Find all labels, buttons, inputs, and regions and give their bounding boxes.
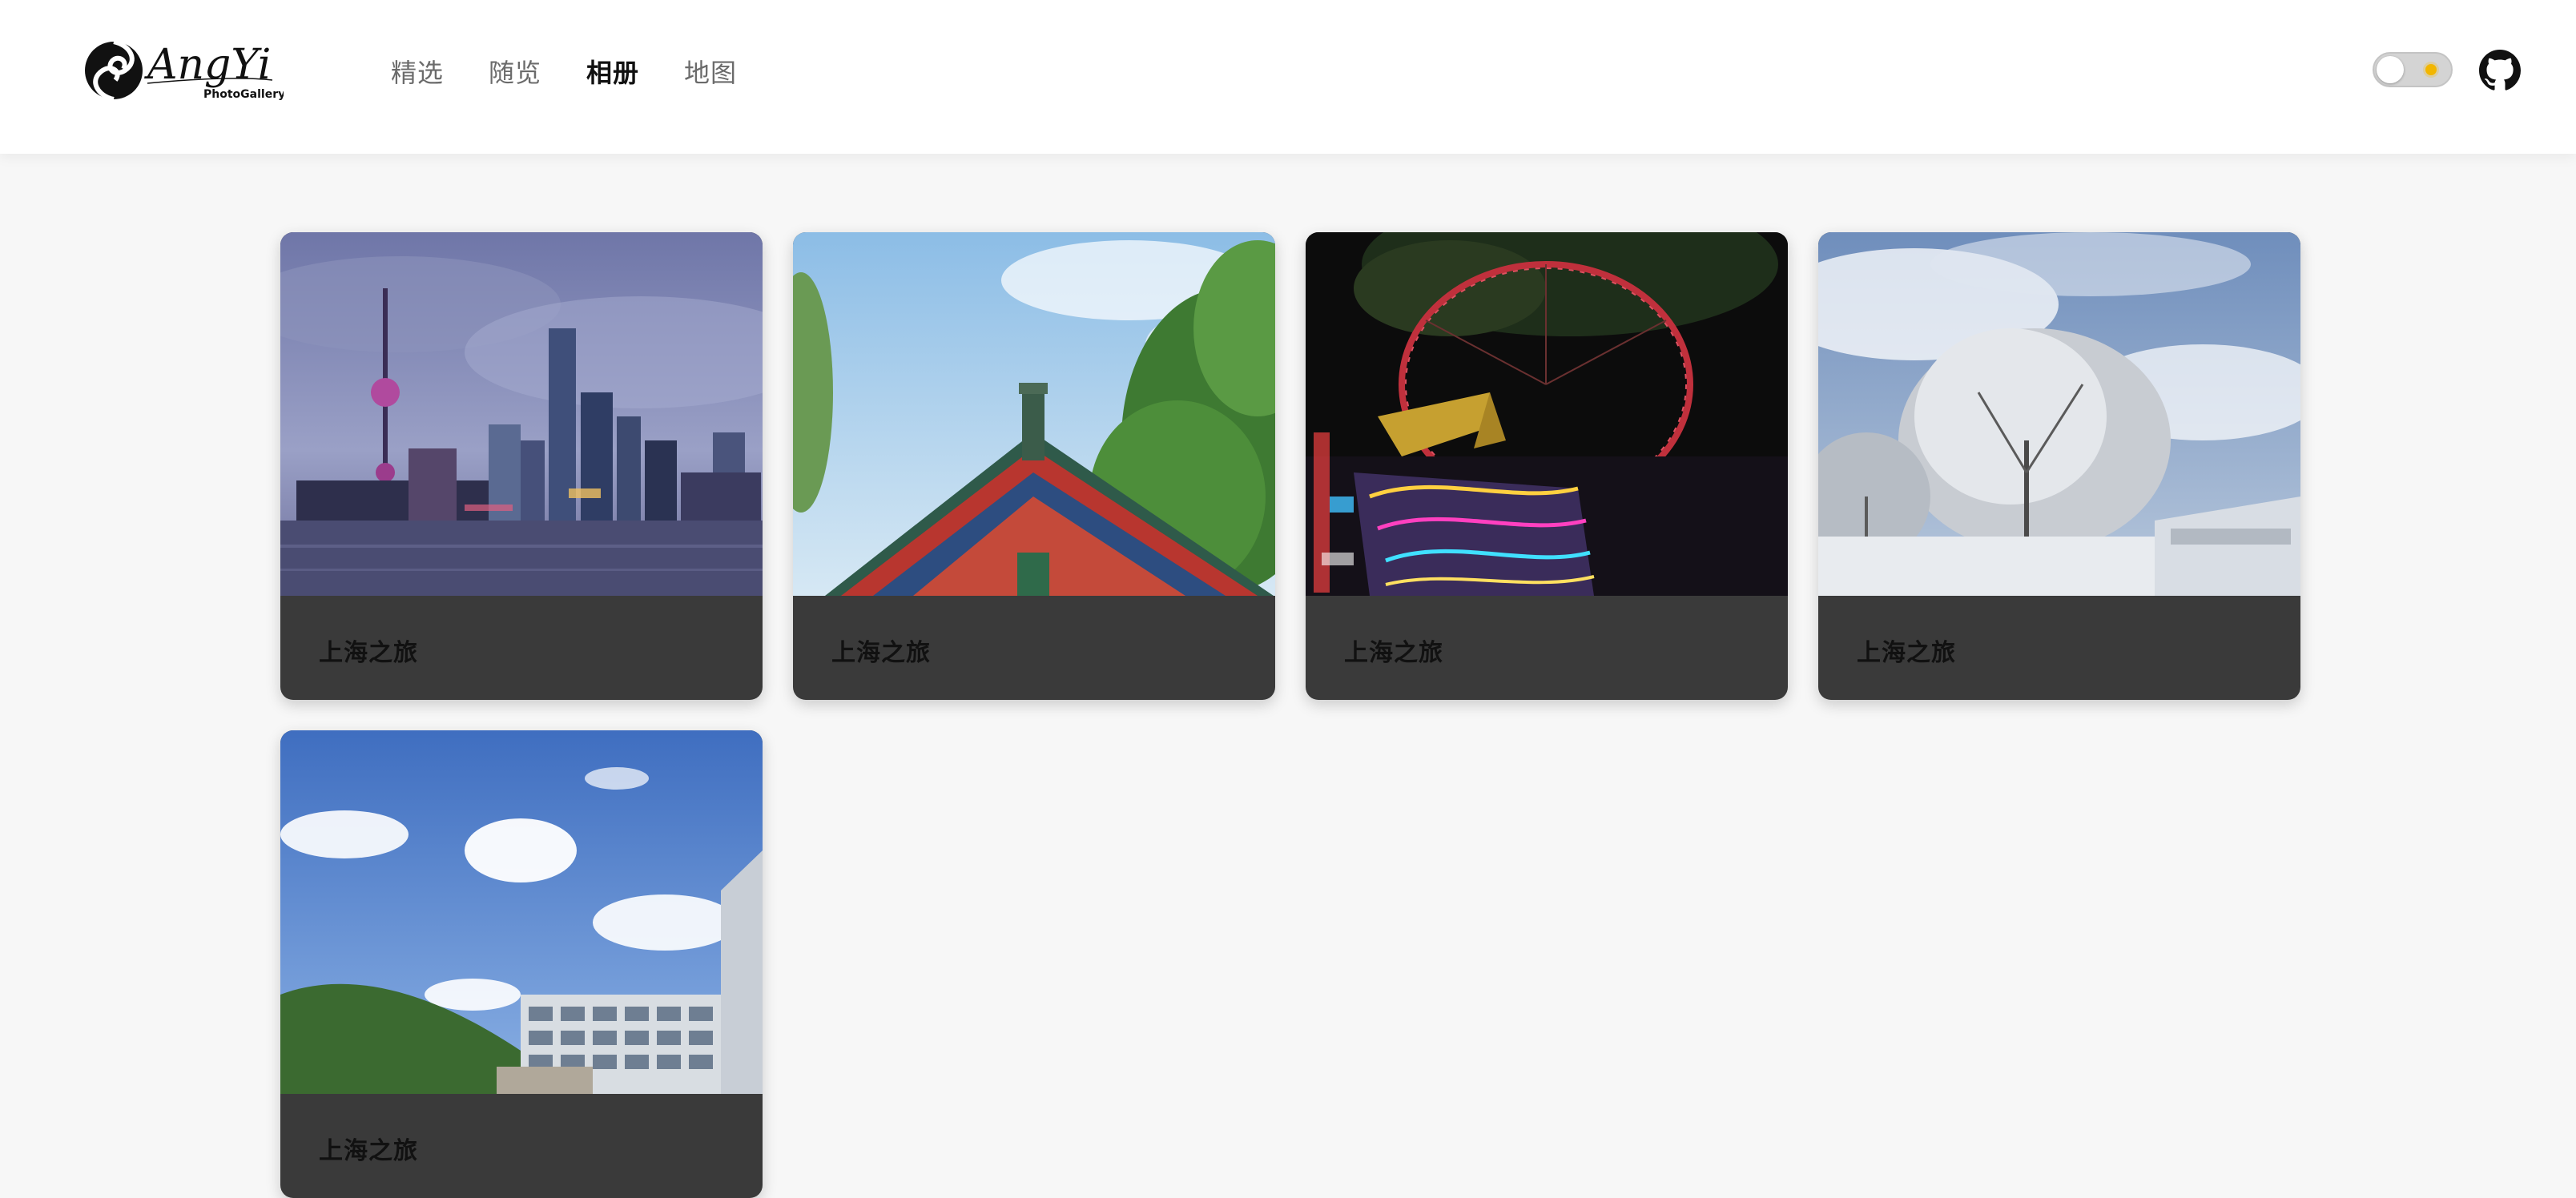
album-card[interactable]: 上海之旅 xyxy=(1818,232,2300,700)
main-nav: 精选 随览 相册 地图 xyxy=(391,0,737,143)
album-card[interactable]: 上海之旅 xyxy=(280,232,763,700)
snowy-trees-photo xyxy=(1818,232,2300,596)
logo[interactable]: AngYi PhotoGallery xyxy=(83,37,284,117)
nav-browse[interactable]: 随览 xyxy=(489,58,542,88)
album-title: 上海之旅 xyxy=(831,639,931,667)
album-title: 上海之旅 xyxy=(1344,639,1443,667)
nav-map[interactable]: 地图 xyxy=(684,58,738,88)
blue-sky-building-photo xyxy=(280,730,763,1094)
city-skyline-photo xyxy=(280,232,763,596)
sun-icon xyxy=(2425,64,2437,75)
album-title: 上海之旅 xyxy=(1857,639,1956,667)
nav-albums[interactable]: 相册 xyxy=(586,58,640,88)
swirl-logo-icon xyxy=(85,39,143,102)
temple-roof-photo xyxy=(793,232,1275,596)
theme-toggle[interactable] xyxy=(2373,52,2453,87)
nav-featured[interactable]: 精选 xyxy=(391,58,445,88)
album-card[interactable]: 上海之旅 xyxy=(793,232,1275,700)
album-card[interactable]: 上海之旅 xyxy=(1306,232,1788,700)
album-title: 上海之旅 xyxy=(319,639,418,667)
album-card[interactable]: 上海之旅 xyxy=(280,730,763,1198)
top-header: AngYi PhotoGallery 精选 随览 相册 地图 xyxy=(0,0,2576,154)
album-grid: 上海之旅 xyxy=(280,232,2300,1198)
album-title: 上海之旅 xyxy=(319,1137,418,1165)
github-icon[interactable] xyxy=(2479,50,2521,91)
ferris-wheel-night-photo xyxy=(1306,232,1788,596)
logo-subtitle: PhotoGallery xyxy=(203,88,284,101)
logo-brand: AngYi xyxy=(144,41,271,89)
toggle-knob xyxy=(2377,56,2404,83)
